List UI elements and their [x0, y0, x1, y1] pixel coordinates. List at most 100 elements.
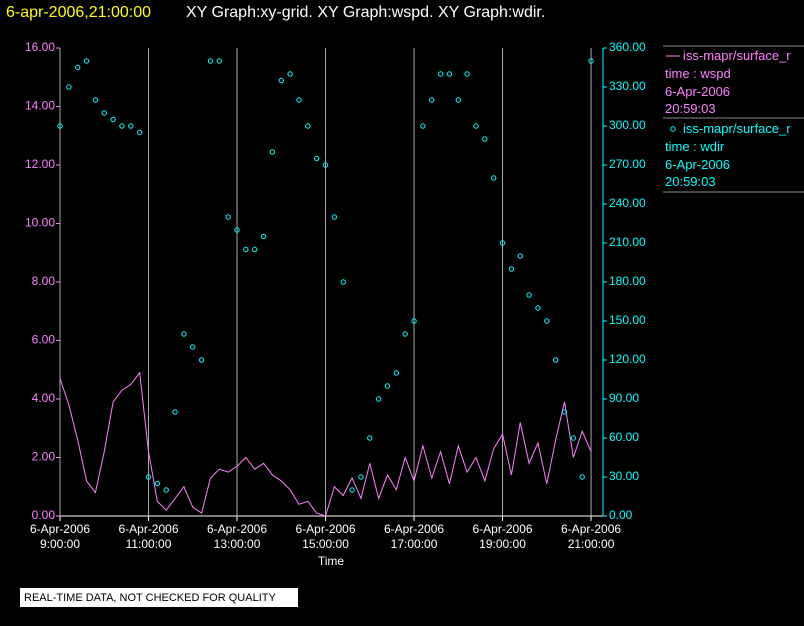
chart-title: 6-apr-2006,21:00:00: [6, 4, 151, 21]
wdir-point: [517, 253, 523, 259]
legend-time: 20:59:03: [665, 101, 716, 116]
y-tick-label: 16.00: [25, 40, 55, 54]
wdir-point: [163, 487, 169, 493]
wdir-point: [296, 97, 302, 103]
wdir-point: [508, 266, 515, 272]
wdir-point: [207, 58, 214, 64]
wdir-point: [482, 136, 488, 142]
wdir-point: [145, 474, 152, 480]
y2-tick-label: 30.00: [609, 469, 639, 483]
x-tick-label: 6-Apr-2006 19:00:00: [472, 522, 533, 551]
wdir-point: [384, 383, 391, 389]
wdir-point: [57, 123, 63, 129]
wdir-point: [552, 357, 559, 363]
y2-tick-label: 360.00: [609, 40, 646, 54]
wdir-point: [172, 409, 178, 415]
wdir-point: [393, 370, 400, 376]
wdir-point: [367, 435, 373, 441]
wdir-point: [136, 129, 143, 136]
x-tick-label: 6-Apr-2006 11:00:00: [118, 522, 179, 551]
wdir-point: [490, 175, 497, 181]
x-tick-label: 6-Apr-2006 21:00:00: [561, 522, 622, 551]
x-tick-label: 6-Apr-2006 17:00:00: [384, 522, 445, 551]
wdir-point: [110, 116, 116, 123]
wdir-point: [358, 474, 364, 480]
y-tick-label: 2.00: [32, 450, 56, 464]
wdir-point: [402, 331, 408, 337]
wdir-point: [92, 97, 99, 103]
wdir-point: [464, 71, 470, 77]
wdir-point: [331, 214, 338, 220]
wdir-point: [260, 233, 267, 240]
wspd-line: [59, 371, 592, 517]
wdir-point: [570, 435, 577, 441]
wdir-point: [429, 97, 435, 103]
wdir-point: [269, 149, 276, 155]
x-tick-label: 6-Apr-2006 9:00:00: [29, 522, 91, 551]
y-tick-label: 10.00: [25, 216, 55, 230]
wdir-point: [225, 214, 231, 220]
wdir-point: [411, 318, 417, 324]
wdir-point: [588, 58, 594, 64]
legend-name: iss-mapr/surface_r: [683, 121, 791, 136]
y2-tick-label: 210.00: [609, 235, 646, 249]
wdir-point: [349, 487, 355, 493]
wdir-point: [526, 292, 532, 298]
wdir-point: [375, 396, 382, 402]
y2-tick-label: 180.00: [609, 274, 646, 288]
wdir-point: [198, 357, 205, 363]
wdir-point: [243, 246, 249, 253]
wdir-point: [579, 474, 585, 480]
wdir-point: [66, 84, 72, 90]
wdir-point: [473, 123, 479, 129]
wdir-point: [154, 480, 161, 487]
x-tick-label: 6-Apr-2006 15:00:00: [295, 522, 356, 551]
y2-tick-label: 60.00: [609, 430, 639, 444]
y2-tick-label: 300.00: [609, 118, 646, 132]
wdir-point: [535, 305, 541, 311]
y2-tick-label: 270.00: [609, 157, 646, 171]
wdir-point: [128, 123, 134, 129]
wdir-point: [561, 409, 568, 415]
legend-marker: [670, 126, 676, 132]
legend-label: time : wdir: [665, 139, 725, 154]
wdir-point: [420, 123, 426, 129]
wdir-point: [544, 318, 550, 324]
note: REAL-TIME DATA, NOT CHECKED FOR QUALITY: [24, 592, 276, 604]
y-tick-label: 12.00: [25, 157, 55, 171]
wdir-point: [305, 123, 311, 129]
y2-tick-label: 150.00: [609, 313, 646, 327]
wdir-point: [455, 97, 461, 103]
legend-label: time : wspd: [665, 66, 731, 81]
y2-tick-label: 330.00: [609, 79, 646, 93]
wdir-point: [313, 155, 320, 162]
wdir-point: [278, 77, 284, 84]
wdir-point: [446, 71, 453, 77]
wdir-point: [234, 227, 240, 233]
chart-subtitle: XY Graph:xy-grid. XY Graph:wspd. XY Grap…: [186, 4, 545, 21]
legend-date: 6-Apr-2006: [665, 157, 731, 172]
legend-name: iss-mapr/surface_r: [683, 48, 791, 63]
y2-tick-label: 120.00: [609, 352, 646, 366]
wdir-point: [83, 58, 90, 64]
y-tick-label: 14.00: [25, 99, 55, 113]
wdir-point: [181, 331, 187, 337]
x-tick-label: 6-Apr-2006 13:00:00: [206, 522, 268, 551]
note-box: [20, 588, 298, 607]
y-tick-label: 0.00: [32, 508, 56, 522]
wdir-point: [119, 123, 125, 129]
wdir-point: [101, 110, 107, 116]
legend-date: 6-Apr-2006: [665, 84, 731, 99]
legend-time: 20:59:03: [665, 174, 716, 189]
wdir-point: [340, 279, 346, 285]
y2-tick-label: 90.00: [609, 391, 639, 405]
wdir-point: [190, 344, 196, 350]
x-axis-title: Time: [318, 554, 345, 568]
y-tick-label: 8.00: [32, 274, 56, 288]
y-tick-label: 4.00: [32, 391, 56, 405]
y2-tick-label: 0.00: [609, 508, 633, 522]
wdir-point: [216, 58, 223, 64]
y-tick-label: 6.00: [32, 333, 56, 347]
